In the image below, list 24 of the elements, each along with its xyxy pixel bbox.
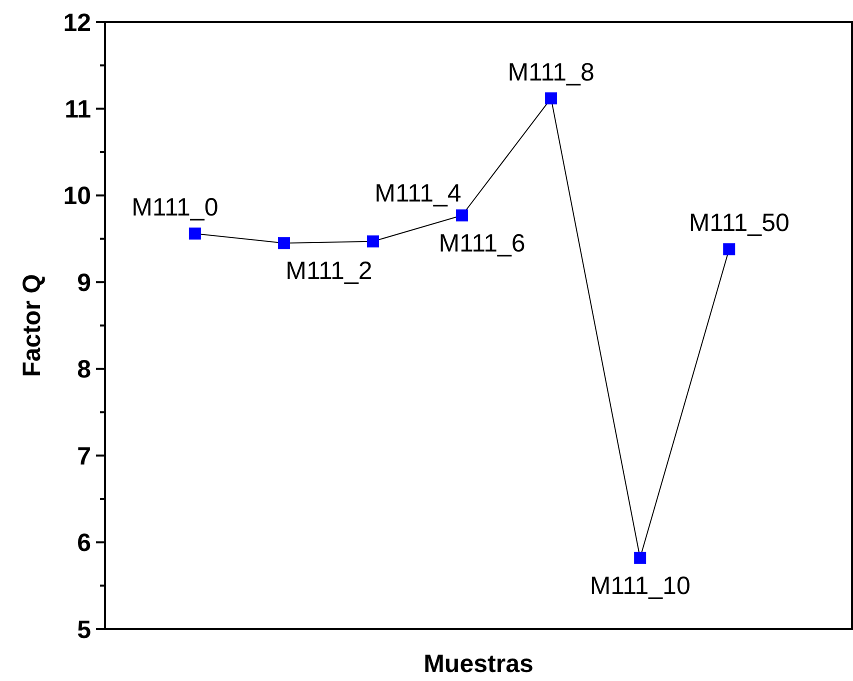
y-tick-label: 10 — [63, 182, 91, 210]
point — [545, 92, 558, 104]
y-axis-title: Factor Q — [18, 274, 46, 377]
annotation: M111_50 — [688, 209, 790, 238]
y-tick-label: 8 — [77, 356, 92, 384]
point — [456, 209, 468, 222]
x-axis-title: Muestras — [424, 650, 534, 678]
point — [634, 552, 646, 564]
point — [278, 237, 290, 250]
y-tick-label: 11 — [64, 95, 92, 124]
annotation: M111_0 — [132, 194, 218, 222]
y-tick-label: 6 — [77, 529, 91, 558]
annotation: M111_10 — [590, 572, 690, 600]
y-tick-label: 5 — [77, 616, 92, 644]
y-tick-label: 9 — [77, 268, 91, 297]
y-tick-label: 12 — [63, 8, 91, 37]
annotation: M111_4 — [374, 179, 462, 208]
point — [188, 228, 201, 240]
point — [366, 235, 379, 248]
annotation: M111_6 — [438, 229, 526, 258]
annotation: M111_8 — [508, 58, 594, 86]
point — [723, 243, 736, 256]
annotation: M111_2 — [286, 257, 372, 286]
y-tick-label: 7 — [77, 442, 91, 470]
